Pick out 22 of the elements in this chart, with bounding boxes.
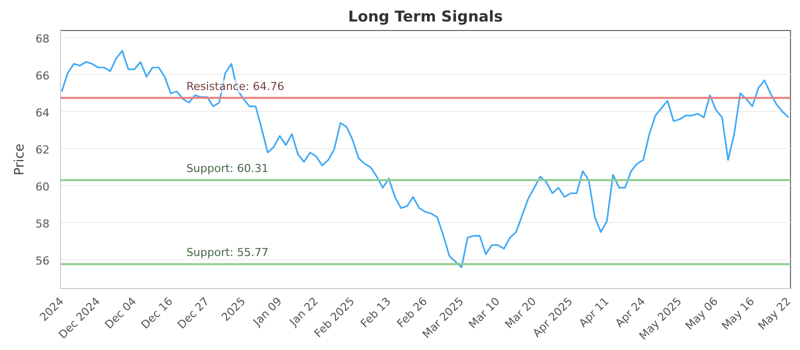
ref-line-label: Support: 55.77 [186, 246, 269, 260]
y-tick-label: 68 [36, 32, 50, 46]
ref-line-label: Resistance: 64.76 [186, 80, 284, 93]
ref-line-label: Support: 60.31 [186, 162, 269, 176]
x-tick-label: Apr 11 [576, 294, 612, 330]
x-tick-label: Dec 27 [175, 294, 212, 332]
y-tick-label: 60 [36, 180, 50, 194]
x-tick-label: Jan 22 [286, 294, 321, 330]
chart-title: Long Term Signals [348, 8, 503, 26]
y-axis-title: Price [12, 144, 28, 176]
y-tick-label: 66 [36, 69, 50, 82]
x-tick-label: Feb 13 [358, 294, 394, 330]
x-tick-label: Apr 24 [612, 294, 648, 330]
x-tick-label: Dec 04 [102, 294, 140, 332]
x-tick-label: Jan 09 [250, 294, 284, 330]
y-tick-label: 56 [36, 254, 50, 268]
y-tick-label: 62 [36, 143, 50, 156]
y-tick-label: 58 [36, 217, 50, 230]
x-tick-label: Dec 16 [138, 294, 176, 332]
line-series [60, 50, 790, 268]
y-tick-label: 64 [36, 106, 50, 120]
x-tick-label: Mar 10 [466, 294, 502, 332]
